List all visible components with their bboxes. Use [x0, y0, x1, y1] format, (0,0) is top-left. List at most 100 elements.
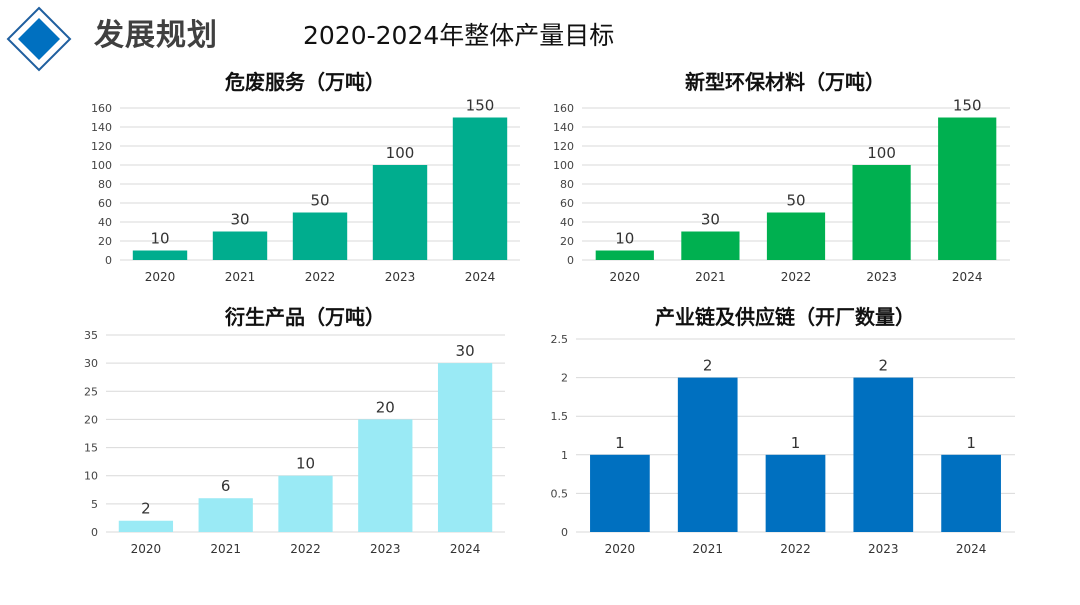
- x-tick-label: 2021: [210, 542, 241, 556]
- chart-plot: 0 0.5 1 1.5 2 2.5 1 2020 2 2021 1 2022 2 2023 1 2024: [551, 333, 1015, 556]
- page-title: 发展规划: [94, 18, 218, 53]
- data-label: 10: [150, 230, 169, 248]
- bar: [938, 117, 997, 260]
- y-tick-label: 20: [84, 413, 98, 426]
- bar: [765, 454, 826, 532]
- data-label: 50: [310, 192, 329, 210]
- data-label: 30: [230, 211, 249, 229]
- data-label: 10: [296, 455, 315, 473]
- y-tick-label: 5: [91, 498, 98, 511]
- data-label: 2: [141, 500, 151, 518]
- data-label: 2: [703, 357, 713, 375]
- x-tick-label: 2020: [145, 270, 176, 284]
- y-tick-label: 100: [553, 159, 574, 172]
- x-tick-label: 2021: [695, 270, 726, 284]
- data-label: 2: [879, 357, 889, 375]
- data-label: 1: [615, 434, 625, 452]
- y-tick-label: 160: [553, 102, 574, 115]
- y-tick-label: 40: [560, 216, 574, 229]
- x-tick-label: 2024: [465, 270, 496, 284]
- bar: [292, 212, 348, 260]
- bar: [595, 250, 654, 260]
- x-tick-label: 2020: [610, 270, 641, 284]
- y-tick-label: 1.5: [551, 410, 569, 423]
- y-tick-label: 80: [560, 178, 574, 191]
- bar: [198, 498, 253, 532]
- data-label: 20: [376, 398, 395, 416]
- x-tick-label: 2023: [385, 270, 416, 284]
- y-tick-label: 2.5: [551, 333, 569, 346]
- y-tick-label: 0: [561, 526, 568, 539]
- x-tick-label: 2024: [450, 542, 481, 556]
- bar: [677, 377, 738, 532]
- chart-plot: 0 20 40 60 80 100 120 140 160 10 2020 30 2021 50 2022 1…: [91, 97, 520, 284]
- x-tick-label: 2024: [952, 270, 983, 284]
- chart-plot: 0 20 40 60 80 100 120 140 160 10 2020 30 2021 50 2022 1…: [553, 97, 1010, 284]
- data-label: 1: [966, 434, 976, 452]
- data-label: 50: [786, 192, 805, 210]
- x-tick-label: 2022: [781, 270, 812, 284]
- data-label: 100: [386, 144, 415, 162]
- bar: [372, 165, 428, 260]
- y-tick-label: 30: [84, 357, 98, 370]
- x-tick-label: 2023: [868, 542, 899, 556]
- x-tick-label: 2020: [605, 542, 636, 556]
- bar: [941, 454, 1001, 532]
- bar: [132, 250, 188, 260]
- chart-derivative-products: 衍生产品（万吨） 0 5 10 15 20 25 30 35 2 2020 6 2021 10 2022 2…: [80, 300, 530, 570]
- y-tick-label: 15: [84, 442, 98, 455]
- y-tick-label: 120: [91, 140, 112, 153]
- y-tick-label: 1: [561, 449, 568, 462]
- x-tick-label: 2023: [866, 270, 897, 284]
- bar: [358, 419, 413, 532]
- data-label: 150: [953, 97, 982, 115]
- y-tick-label: 20: [98, 235, 112, 248]
- y-tick-label: 35: [84, 329, 98, 342]
- y-tick-label: 0.5: [551, 487, 569, 500]
- chart-plot: 0 5 10 15 20 25 30 35 2 2020 6 2021 10 2022 20 2023 30 20…: [84, 329, 505, 556]
- x-tick-label: 2022: [305, 270, 336, 284]
- y-tick-label: 0: [105, 254, 112, 267]
- y-tick-label: 0: [91, 526, 98, 539]
- bar: [766, 212, 826, 260]
- y-tick-label: 0: [567, 254, 574, 267]
- x-tick-label: 2021: [692, 542, 723, 556]
- bar: [852, 165, 911, 260]
- bar: [118, 520, 174, 532]
- chart-title: 新型环保材料（万吨）: [685, 70, 885, 94]
- y-tick-label: 80: [98, 178, 112, 191]
- y-tick-label: 160: [91, 102, 112, 115]
- bar: [452, 117, 508, 260]
- y-tick-label: 140: [553, 121, 574, 134]
- data-label: 10: [615, 230, 634, 248]
- y-tick-label: 25: [84, 385, 98, 398]
- data-label: 150: [466, 97, 495, 115]
- x-tick-label: 2020: [131, 542, 162, 556]
- data-label: 6: [221, 477, 231, 495]
- x-tick-label: 2021: [225, 270, 256, 284]
- data-label: 1: [791, 434, 801, 452]
- bar: [278, 475, 333, 532]
- diamond-logo-icon: [6, 6, 72, 72]
- chart-supply-chain-factories: 产业链及供应链（开厂数量） 0 0.5 1 1.5 2 2.5 1 2020 2 2021 1 202…: [540, 300, 1030, 570]
- chart-title: 衍生产品（万吨）: [225, 305, 385, 329]
- page-subtitle: 2020-2024年整体产量目标: [303, 21, 615, 50]
- chart-hazardous-waste: 危废服务（万吨） 0 20 40 60 80 100 120 140 160 10 2020 30 20…: [80, 64, 530, 294]
- y-tick-label: 20: [560, 235, 574, 248]
- bar: [437, 363, 493, 532]
- y-tick-label: 60: [98, 197, 112, 210]
- y-tick-label: 40: [98, 216, 112, 229]
- y-tick-label: 120: [553, 140, 574, 153]
- data-label: 100: [867, 144, 896, 162]
- y-tick-label: 140: [91, 121, 112, 134]
- bar: [853, 377, 914, 532]
- bar: [681, 231, 740, 260]
- x-tick-label: 2022: [780, 542, 811, 556]
- data-label: 30: [701, 211, 720, 229]
- y-tick-label: 10: [84, 470, 98, 483]
- bar: [212, 231, 268, 260]
- x-tick-label: 2022: [290, 542, 321, 556]
- chart-eco-materials: 新型环保材料（万吨） 0 20 40 60 80 100 120 140 160 10 2020 30…: [540, 64, 1030, 294]
- x-tick-label: 2023: [370, 542, 401, 556]
- chart-title: 危废服务（万吨）: [225, 70, 385, 94]
